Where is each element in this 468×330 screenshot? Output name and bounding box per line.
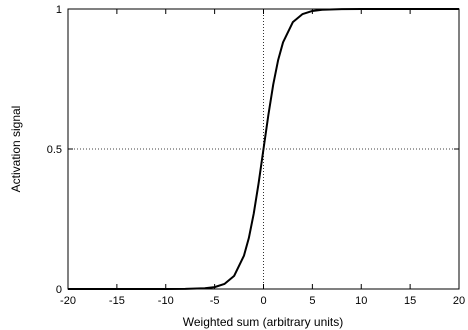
x-tick-label: 15 bbox=[404, 295, 416, 307]
x-tick-label: 20 bbox=[453, 295, 465, 307]
x-tick-label: 0 bbox=[260, 295, 266, 307]
y-tick-label: 1 bbox=[56, 4, 62, 16]
x-tick-label: 5 bbox=[309, 295, 315, 307]
x-tick-label: -10 bbox=[158, 295, 174, 307]
series-line bbox=[67, 8, 460, 290]
x-tick-label: -5 bbox=[210, 295, 220, 307]
y-tick-label: 0 bbox=[56, 284, 62, 296]
y-tick-label: 0.5 bbox=[47, 144, 62, 156]
series-group bbox=[67, 8, 460, 290]
y-axis-label: Activation signal bbox=[9, 106, 23, 193]
tick-labels: -20 -15 -10 -5 0 5 10 15 20 0 0.5 1 bbox=[47, 4, 465, 307]
axis-ticks bbox=[67, 8, 460, 290]
x-tick-label: -20 bbox=[60, 295, 76, 307]
x-tick-label: -15 bbox=[109, 295, 125, 307]
x-axis-label: Weighted sum (arbitrary units) bbox=[183, 315, 344, 329]
x-tick-label: 10 bbox=[355, 295, 367, 307]
